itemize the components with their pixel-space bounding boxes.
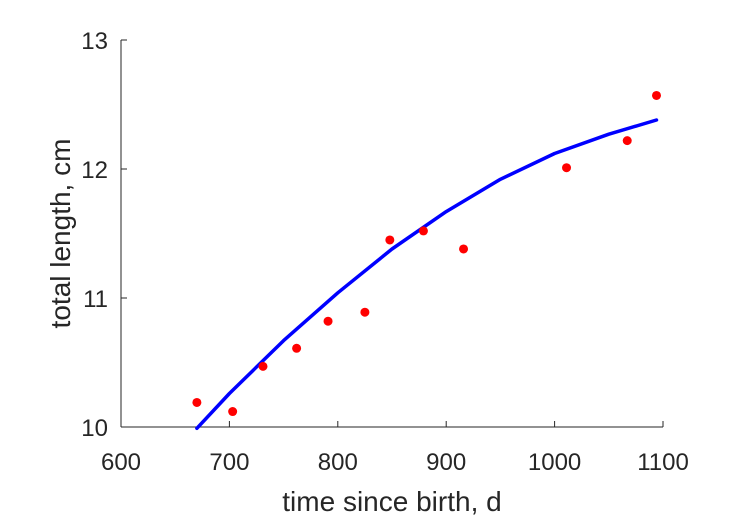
data-point: [292, 343, 302, 353]
data-point: [323, 316, 333, 326]
data-point: [192, 397, 202, 407]
data-point: [651, 90, 661, 100]
data-point: [622, 136, 632, 146]
fit-curve: [195, 118, 659, 431]
data-point: [228, 407, 238, 417]
y-tick-label: 13: [81, 28, 108, 55]
data-point: [418, 226, 428, 236]
y-tick-label: 11: [83, 286, 108, 313]
data-point: [562, 163, 572, 173]
data-point: [385, 235, 395, 245]
x-tick-label: 1000: [528, 449, 581, 476]
x-axis-title: time since birth, d: [282, 486, 501, 517]
x-tick-label: 600: [101, 449, 141, 476]
data-point: [360, 307, 370, 317]
series-layer: [192, 90, 661, 431]
x-tick-label: 800: [318, 449, 358, 476]
data-point: [258, 361, 268, 371]
axes: [120, 40, 663, 428]
y-ticks: 10 11 12 13: [81, 28, 127, 442]
y-tick-label: 10: [81, 415, 108, 442]
x-ticks: 600 700 800 900 1000 1100: [101, 421, 689, 476]
data-point: [459, 244, 469, 254]
y-axis-title: total length, cm: [45, 139, 76, 329]
x-tick-label: 900: [426, 449, 466, 476]
x-tick-label: 1100: [637, 449, 689, 476]
x-tick-label: 700: [209, 449, 249, 476]
y-tick-label: 12: [81, 157, 108, 184]
